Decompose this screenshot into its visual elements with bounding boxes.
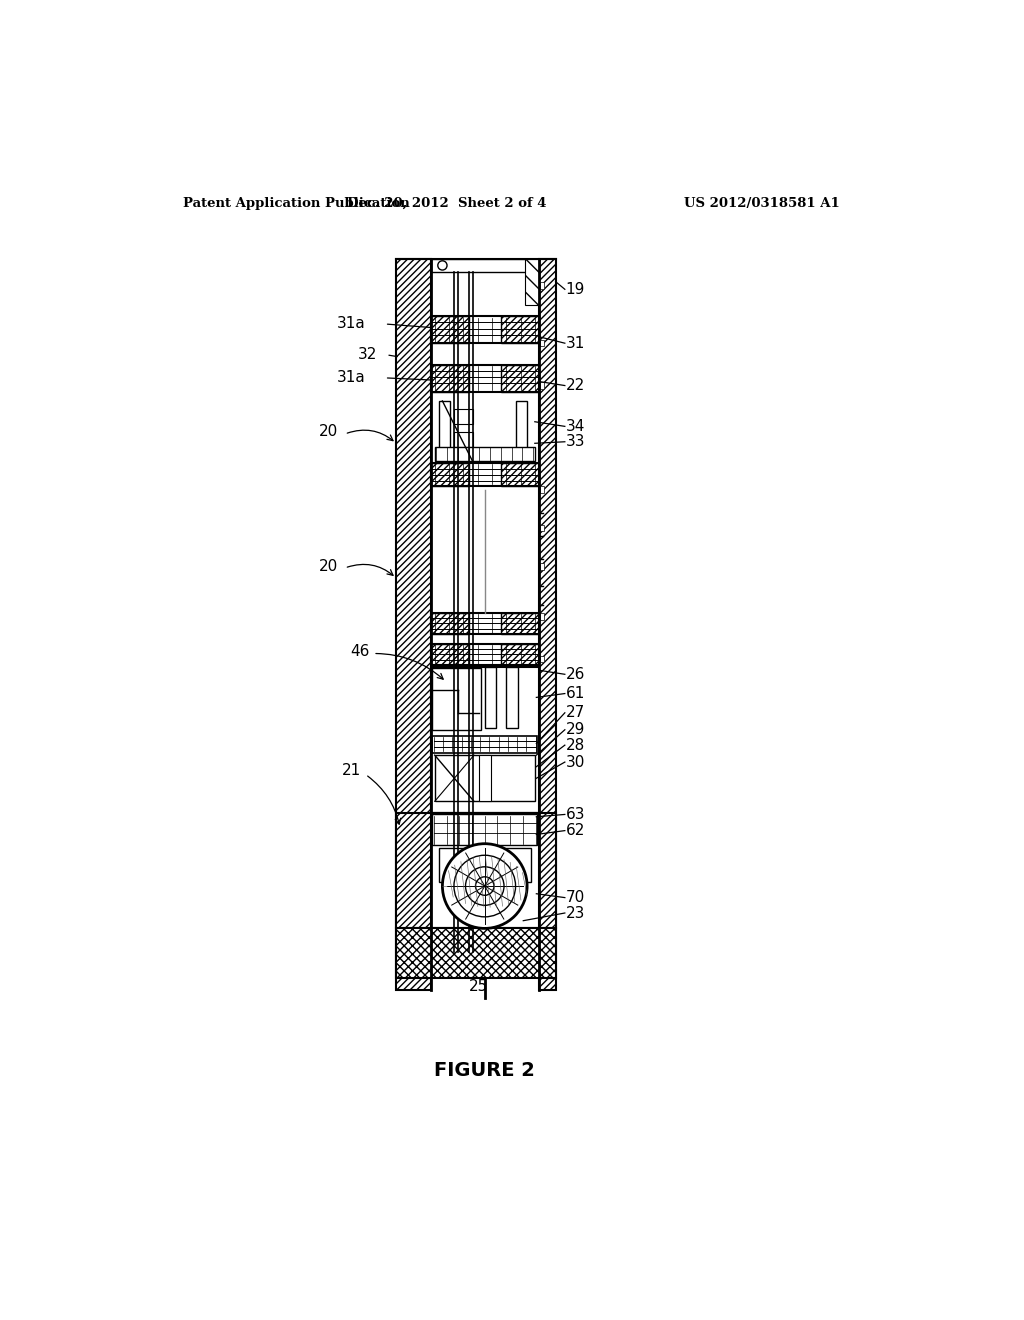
Circle shape [466, 867, 504, 906]
Bar [524, 259, 539, 305]
Bar [506, 667, 518, 729]
Bar [431, 667, 539, 813]
Bar [431, 813, 539, 928]
Bar [431, 364, 469, 392]
Bar [501, 644, 539, 665]
Bar [438, 401, 451, 462]
Text: 20: 20 [319, 424, 339, 440]
Bar [501, 364, 539, 392]
Bar [431, 317, 469, 343]
Text: 25: 25 [469, 978, 488, 994]
Bar [435, 755, 535, 801]
Bar [501, 317, 539, 343]
Bar [438, 847, 531, 882]
Bar [396, 928, 556, 978]
Text: 32: 32 [357, 347, 377, 362]
Bar [484, 667, 497, 729]
Bar [541, 564, 544, 570]
Text: 31: 31 [565, 335, 585, 351]
Text: 33: 33 [565, 434, 585, 449]
Text: 19: 19 [565, 281, 585, 297]
Bar [396, 813, 556, 928]
Bar [432, 668, 481, 730]
Bar [431, 364, 539, 392]
Text: 31a: 31a [337, 317, 366, 331]
Text: 21: 21 [342, 763, 361, 777]
Bar [431, 462, 539, 486]
Bar [541, 282, 544, 289]
Text: 29: 29 [565, 722, 585, 738]
Bar [431, 644, 469, 665]
Bar [431, 462, 469, 486]
Bar [431, 644, 539, 665]
Bar [541, 383, 544, 388]
Text: 20: 20 [319, 558, 339, 574]
Circle shape [475, 876, 494, 895]
Bar [454, 409, 473, 424]
Bar [541, 525, 544, 531]
Text: FIGURE 2: FIGURE 2 [434, 1061, 536, 1080]
Bar [541, 656, 544, 663]
Circle shape [454, 855, 515, 917]
Text: 27: 27 [565, 705, 585, 721]
Bar [431, 612, 469, 635]
Bar [454, 432, 473, 447]
Text: Patent Application Publication: Patent Application Publication [183, 197, 410, 210]
Text: 70: 70 [565, 890, 585, 906]
Text: 46: 46 [350, 644, 370, 659]
Bar [539, 259, 556, 990]
Bar [431, 259, 539, 272]
Text: 31a: 31a [337, 371, 366, 385]
Text: 63: 63 [565, 807, 585, 822]
Text: 62: 62 [565, 824, 585, 838]
Bar [432, 737, 538, 752]
Text: 30: 30 [565, 755, 585, 770]
Bar [515, 401, 527, 462]
Bar [435, 447, 535, 461]
Text: 28: 28 [565, 738, 585, 752]
Text: US 2012/0318581 A1: US 2012/0318581 A1 [684, 197, 840, 210]
Circle shape [438, 261, 447, 271]
Bar [541, 487, 544, 492]
Bar [432, 814, 538, 845]
Bar [431, 317, 539, 343]
Bar [501, 612, 539, 635]
Text: 34: 34 [565, 418, 585, 434]
Text: Dec. 20, 2012  Sheet 2 of 4: Dec. 20, 2012 Sheet 2 of 4 [346, 197, 546, 210]
Text: 26: 26 [565, 667, 585, 682]
Bar [396, 259, 431, 990]
Bar [541, 614, 544, 619]
Text: 61: 61 [565, 686, 585, 701]
Text: 23: 23 [565, 906, 585, 920]
Circle shape [442, 843, 527, 928]
Bar [501, 462, 539, 486]
Bar [478, 755, 490, 801]
Bar [541, 341, 544, 346]
Bar [431, 612, 539, 635]
Text: 22: 22 [565, 378, 585, 393]
